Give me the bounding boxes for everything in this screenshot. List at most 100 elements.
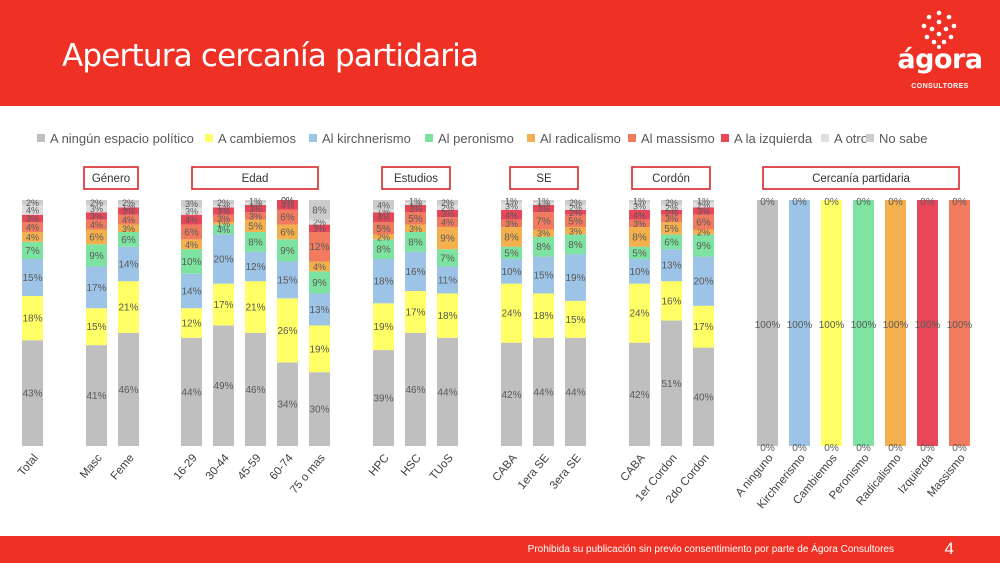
data-label: 19% bbox=[309, 344, 329, 355]
bar-segment bbox=[565, 234, 586, 255]
data-label: 3% bbox=[665, 214, 678, 224]
data-label: 1% bbox=[697, 197, 710, 207]
bar-segment bbox=[629, 202, 650, 210]
bar-segment bbox=[373, 209, 394, 213]
bar-segment bbox=[405, 224, 426, 232]
legend-label: Al radicalismo bbox=[540, 131, 621, 146]
data-label: 4% bbox=[185, 215, 198, 225]
legend-item: Al massismo bbox=[628, 131, 715, 149]
group-header-box bbox=[381, 166, 451, 190]
legend-label: A otro bbox=[834, 131, 868, 146]
data-label: 3% bbox=[313, 224, 326, 234]
bar-segment bbox=[373, 212, 394, 223]
bar-segment bbox=[437, 266, 458, 294]
bar-segment bbox=[181, 249, 202, 274]
data-label: 4% bbox=[217, 225, 230, 235]
bar-segment bbox=[661, 281, 682, 321]
bar-segment bbox=[213, 325, 234, 446]
category-label: Feme bbox=[109, 452, 137, 482]
legend-swatch bbox=[425, 134, 433, 142]
bar-segment bbox=[309, 293, 330, 326]
data-label: 1% bbox=[409, 199, 422, 209]
data-label: 24% bbox=[501, 309, 521, 320]
bar-segment bbox=[565, 337, 586, 446]
data-label: 0% bbox=[920, 197, 935, 208]
bar-segment bbox=[213, 283, 234, 326]
bar-segment bbox=[277, 209, 298, 225]
data-label: 8% bbox=[632, 232, 647, 243]
data-label: 4% bbox=[281, 200, 294, 210]
data-label: 26% bbox=[277, 326, 297, 337]
bar-segment bbox=[533, 337, 554, 446]
bar-segment bbox=[118, 281, 139, 333]
data-label: 6% bbox=[280, 213, 295, 224]
logo-dots-icon bbox=[921, 10, 957, 49]
data-label: 10% bbox=[629, 267, 649, 278]
bar-segment bbox=[86, 229, 107, 245]
legend-label: A la izquierda bbox=[734, 131, 813, 146]
data-label: 3% bbox=[122, 207, 135, 217]
stacked-bar-chart: Género Edad Estudios SE Cordón Cercanía parti… bbox=[16, 166, 972, 511]
bar-segment bbox=[277, 298, 298, 363]
bar-segment bbox=[309, 200, 330, 220]
bar-segment bbox=[661, 249, 682, 282]
bar-segment bbox=[693, 200, 714, 203]
data-label: 100% bbox=[819, 320, 845, 331]
data-label: 12% bbox=[245, 262, 265, 273]
data-label: 4% bbox=[313, 262, 326, 272]
data-label: 51% bbox=[661, 379, 681, 390]
data-label: 11% bbox=[438, 275, 457, 286]
data-label: 16% bbox=[405, 267, 425, 278]
data-label: 4% bbox=[633, 210, 646, 220]
bar-segment bbox=[118, 214, 139, 225]
data-label: 3% bbox=[633, 219, 646, 229]
data-label: 3% bbox=[505, 219, 518, 229]
data-label: 49% bbox=[213, 381, 233, 392]
bar-segment bbox=[118, 207, 139, 215]
data-label: 6% bbox=[280, 227, 295, 238]
data-label: 42% bbox=[501, 390, 521, 401]
bar-segment bbox=[533, 200, 554, 203]
bar-segment bbox=[245, 231, 266, 252]
footer-bar: Prohibida su publicación sin previo cons… bbox=[0, 536, 1000, 563]
group-header-label: Edad bbox=[242, 173, 269, 185]
bar-segment bbox=[437, 217, 458, 228]
bar-segment bbox=[181, 337, 202, 446]
data-label: 5% bbox=[408, 214, 423, 225]
bar-segment bbox=[181, 224, 202, 240]
data-label: 0% bbox=[824, 443, 839, 454]
bar-segment bbox=[693, 214, 714, 230]
bar-segment bbox=[533, 202, 554, 205]
bar-segment bbox=[885, 200, 906, 446]
bar-segment bbox=[181, 308, 202, 338]
bar-segment bbox=[245, 212, 266, 220]
bar-segment bbox=[629, 227, 650, 247]
legend-item: Al peronismo bbox=[425, 131, 514, 149]
bar-segment bbox=[533, 204, 554, 213]
bar-segment bbox=[661, 200, 682, 205]
data-label: 2% bbox=[697, 227, 710, 237]
bar-segment bbox=[501, 283, 522, 343]
bar-segment bbox=[245, 281, 266, 333]
legend-item: A otro bbox=[821, 131, 868, 149]
data-label: 42% bbox=[629, 390, 649, 401]
data-label: 100% bbox=[787, 320, 813, 331]
data-label: 24% bbox=[629, 309, 649, 320]
bar-segment bbox=[245, 204, 266, 213]
data-label: 2% bbox=[665, 198, 678, 208]
data-label: 1% bbox=[377, 207, 390, 217]
data-label: 44% bbox=[437, 387, 457, 398]
data-label: 10% bbox=[501, 267, 521, 278]
data-label: 15% bbox=[86, 322, 106, 333]
bar-segment bbox=[309, 231, 330, 262]
data-label: 12% bbox=[181, 319, 201, 330]
data-label: 40% bbox=[693, 392, 713, 403]
bar-segment bbox=[437, 227, 458, 250]
bar-segment bbox=[405, 332, 426, 446]
bar-segment bbox=[437, 204, 458, 210]
data-label: 10% bbox=[181, 257, 201, 268]
bar-segment bbox=[86, 212, 107, 220]
bar-segment bbox=[118, 204, 139, 208]
data-label: 2% bbox=[441, 203, 454, 213]
bar-segment bbox=[213, 224, 234, 235]
